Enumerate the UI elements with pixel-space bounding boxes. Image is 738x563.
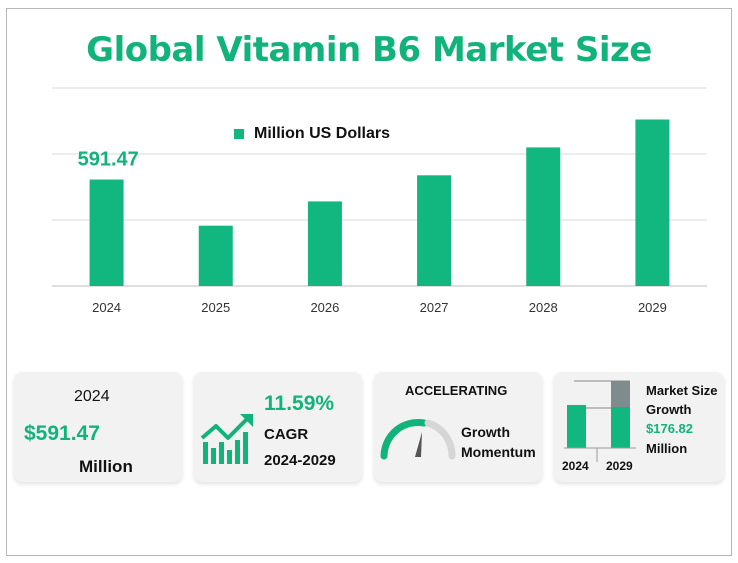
x-tick-label: 2025 xyxy=(201,300,230,315)
momentum-label-2: Momentum xyxy=(461,444,536,460)
momentum-status: ACCELERATING xyxy=(405,383,508,398)
card-year: 2024 xyxy=(74,388,110,405)
bar-2027 xyxy=(417,175,452,286)
growth-unit: Million xyxy=(646,441,688,456)
bar-2026 xyxy=(307,201,342,286)
growth-title-1: Market Size xyxy=(646,383,718,398)
growth-title-2: Growth xyxy=(646,402,692,417)
x-tick-label: 2024 xyxy=(92,300,121,315)
current-value-card: 2024 $591.47 Million xyxy=(14,372,182,482)
page-title: Global Vitamin B6 Market Size xyxy=(86,30,652,70)
data-label: 591.47 xyxy=(78,149,139,171)
x-tick-label: 2028 xyxy=(529,300,558,315)
cagr-label: CAGR xyxy=(264,426,309,443)
x-tick-label: 2026 xyxy=(310,300,339,315)
bar-2028 xyxy=(526,147,561,286)
growth-card: 2024 2029 Market Size Growth $176.82 Mil… xyxy=(554,372,724,482)
cagr-card: 11.59% CAGR 2024-2029 xyxy=(194,372,362,482)
cagr-value: 11.59% xyxy=(264,392,335,415)
bar-2025 xyxy=(198,225,233,286)
growth-value: $176.82 xyxy=(646,421,693,436)
bar-chart: 2024 591.47 2025 2026 2027 2028 2029 xyxy=(52,87,707,315)
momentum-label-1: Growth xyxy=(461,424,510,440)
growth-x-label-2: 2029 xyxy=(606,459,633,473)
momentum-card: ACCELERATING Growth Momentum xyxy=(374,372,542,482)
chart-legend: Million US Dollars xyxy=(234,125,390,143)
growth-x-label-1: 2024 xyxy=(562,459,589,473)
bar-2029 xyxy=(635,119,670,286)
legend-swatch xyxy=(234,129,244,139)
legend-label: Million US Dollars xyxy=(254,125,391,142)
card-value: $591.47 xyxy=(24,422,100,445)
card-unit: Million xyxy=(79,457,133,476)
chart-gridlines xyxy=(52,87,707,287)
growth-bars-icon xyxy=(564,380,636,462)
chart-labels: 2024 591.47 2025 2026 2027 2028 2029 xyxy=(78,149,667,315)
chart-bars xyxy=(89,119,670,286)
cagr-period: 2024-2029 xyxy=(264,452,336,469)
x-tick-label: 2029 xyxy=(638,300,667,315)
bar-2024 xyxy=(89,179,124,286)
trend-up-icon xyxy=(200,414,253,464)
gauge-icon xyxy=(380,418,456,460)
x-tick-label: 2027 xyxy=(420,300,449,315)
